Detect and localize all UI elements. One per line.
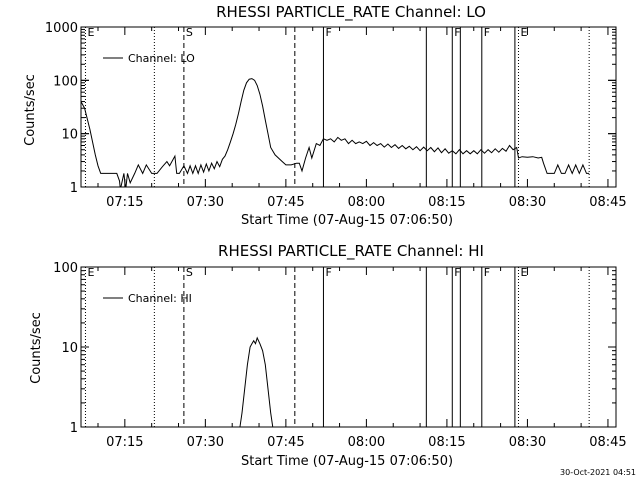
x-axis-label: Start Time (07-Aug-15 07:06:50) xyxy=(241,454,453,469)
y-tick-label: 100 xyxy=(53,74,78,89)
chart-title: RHESSI PARTICLE_RATE Channel: LO xyxy=(216,3,486,22)
series-line xyxy=(239,336,274,427)
event-marker-label: F xyxy=(484,26,490,39)
y-tick-label: 1000 xyxy=(45,21,78,36)
chart-panel-hi: RHESSI PARTICLE_RATE Channel: HI Counts/… xyxy=(29,242,627,469)
event-marker-label: S xyxy=(186,26,193,39)
x-tick-label: 08:15 xyxy=(428,435,465,450)
y-tick-label: 1 xyxy=(70,421,78,436)
event-marker-label: E xyxy=(87,266,94,279)
event-marker-label: F xyxy=(325,266,331,279)
x-tick-label: 07:45 xyxy=(267,435,304,450)
x-tick-label: 08:00 xyxy=(348,435,385,450)
event-marker-label: E xyxy=(520,26,527,39)
x-tick-label: 08:30 xyxy=(509,435,546,450)
x-axis: 07:15 07:30 07:45 08:00 08:15 08:30 08:45 xyxy=(97,27,627,210)
y-axis: 1 10 100 1000 xyxy=(45,21,616,196)
plot-frame xyxy=(80,26,617,188)
y-axis-label: Counts/sec xyxy=(23,74,38,146)
chart-title: RHESSI PARTICLE_RATE Channel: HI xyxy=(218,242,484,261)
x-axis: 07:15 07:30 07:45 08:00 08:15 08:30 08:45 xyxy=(97,267,627,450)
x-tick-label: 08:00 xyxy=(348,195,385,210)
y-axis-label: Counts/sec xyxy=(29,312,44,384)
x-tick-label: 07:30 xyxy=(187,435,224,450)
x-tick-label: 07:45 xyxy=(267,195,304,210)
x-tick-label: 07:30 xyxy=(187,195,224,210)
event-marker-label: E xyxy=(87,26,94,39)
y-tick-label: 10 xyxy=(61,128,78,143)
y-tick-label: 1 xyxy=(70,181,78,196)
x-tick-label: 08:45 xyxy=(589,435,626,450)
legend: Channel: LO xyxy=(103,52,195,65)
series-line xyxy=(81,78,590,187)
legend-label: Channel: HI xyxy=(128,292,192,305)
chart-panel-lo: RHESSI PARTICLE_RATE Channel: LO Counts/… xyxy=(23,3,627,228)
x-tick-label: 08:15 xyxy=(428,195,465,210)
x-tick-label: 07:15 xyxy=(106,435,143,450)
event-marker-label: F xyxy=(325,26,331,39)
x-tick-label: 08:30 xyxy=(509,195,546,210)
event-marker-label: F xyxy=(454,26,460,39)
y-tick-label: 10 xyxy=(61,341,78,356)
timestamp: 30-Oct-2021 04:51 xyxy=(560,468,636,477)
event-marker-label: F xyxy=(484,266,490,279)
legend: Channel: HI xyxy=(103,292,192,305)
x-tick-label: 07:15 xyxy=(106,195,143,210)
legend-label: Channel: LO xyxy=(128,52,195,65)
y-tick-label: 100 xyxy=(53,261,78,276)
x-axis-label: Start Time (07-Aug-15 07:06:50) xyxy=(241,213,453,228)
event-marker-label: E xyxy=(520,266,527,279)
plot-frame xyxy=(80,266,617,428)
event-marker-label: S xyxy=(186,266,193,279)
y-axis: 1 10 100 xyxy=(53,261,616,436)
event-marker-label: F xyxy=(454,266,460,279)
x-tick-label: 08:45 xyxy=(589,195,626,210)
